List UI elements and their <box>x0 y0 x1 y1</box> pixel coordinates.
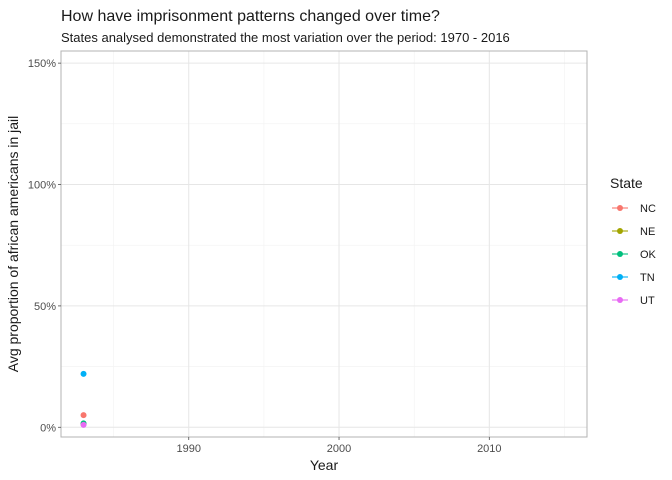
legend-key-point <box>617 228 623 234</box>
legend-label: NE <box>640 226 655 238</box>
legend-item-tn: TN <box>612 272 655 284</box>
grid-lines <box>61 51 587 437</box>
y-axis-label: Avg proportion of african americans in j… <box>5 116 21 373</box>
legend-item-ut: UT <box>612 295 655 307</box>
x-axis-label: Year <box>310 457 339 473</box>
data-point-ut <box>80 421 87 428</box>
chart-subtitle: States analysed demonstrated the most va… <box>61 30 510 45</box>
legend-key-point <box>617 274 623 280</box>
legend-key-point <box>617 297 623 303</box>
y-tick-label: 150% <box>28 58 56 70</box>
plot-border <box>60 50 588 438</box>
legend-key-point <box>617 251 623 257</box>
data-point-nc <box>80 412 87 419</box>
legend: State NC NE OK TN UT <box>610 175 657 307</box>
axis-ticks: 1990 2000 2010 0% 50% 100% 150% <box>28 58 502 455</box>
chart-title: How have imprisonment patterns changed o… <box>61 8 440 25</box>
data-points <box>80 370 87 428</box>
y-tick-label: 0% <box>40 422 56 434</box>
x-tick-label: 2000 <box>327 443 351 455</box>
legend-key-point <box>617 205 623 211</box>
data-point-tn <box>80 370 87 377</box>
legend-label: UT <box>640 295 655 307</box>
y-tick-label: 50% <box>34 301 56 313</box>
legend-item-ne: NE <box>612 226 655 238</box>
legend-label: TN <box>640 272 655 284</box>
x-tick-label: 2010 <box>477 443 501 455</box>
x-tick-label: 1990 <box>177 443 201 455</box>
legend-label: OK <box>640 249 657 261</box>
legend-item-ok: OK <box>612 249 657 261</box>
legend-label: NC <box>640 203 656 215</box>
y-tick-label: 100% <box>28 180 56 192</box>
legend-item-nc: NC <box>612 203 656 215</box>
plot-panel <box>61 51 587 437</box>
legend-title: State <box>610 175 643 191</box>
